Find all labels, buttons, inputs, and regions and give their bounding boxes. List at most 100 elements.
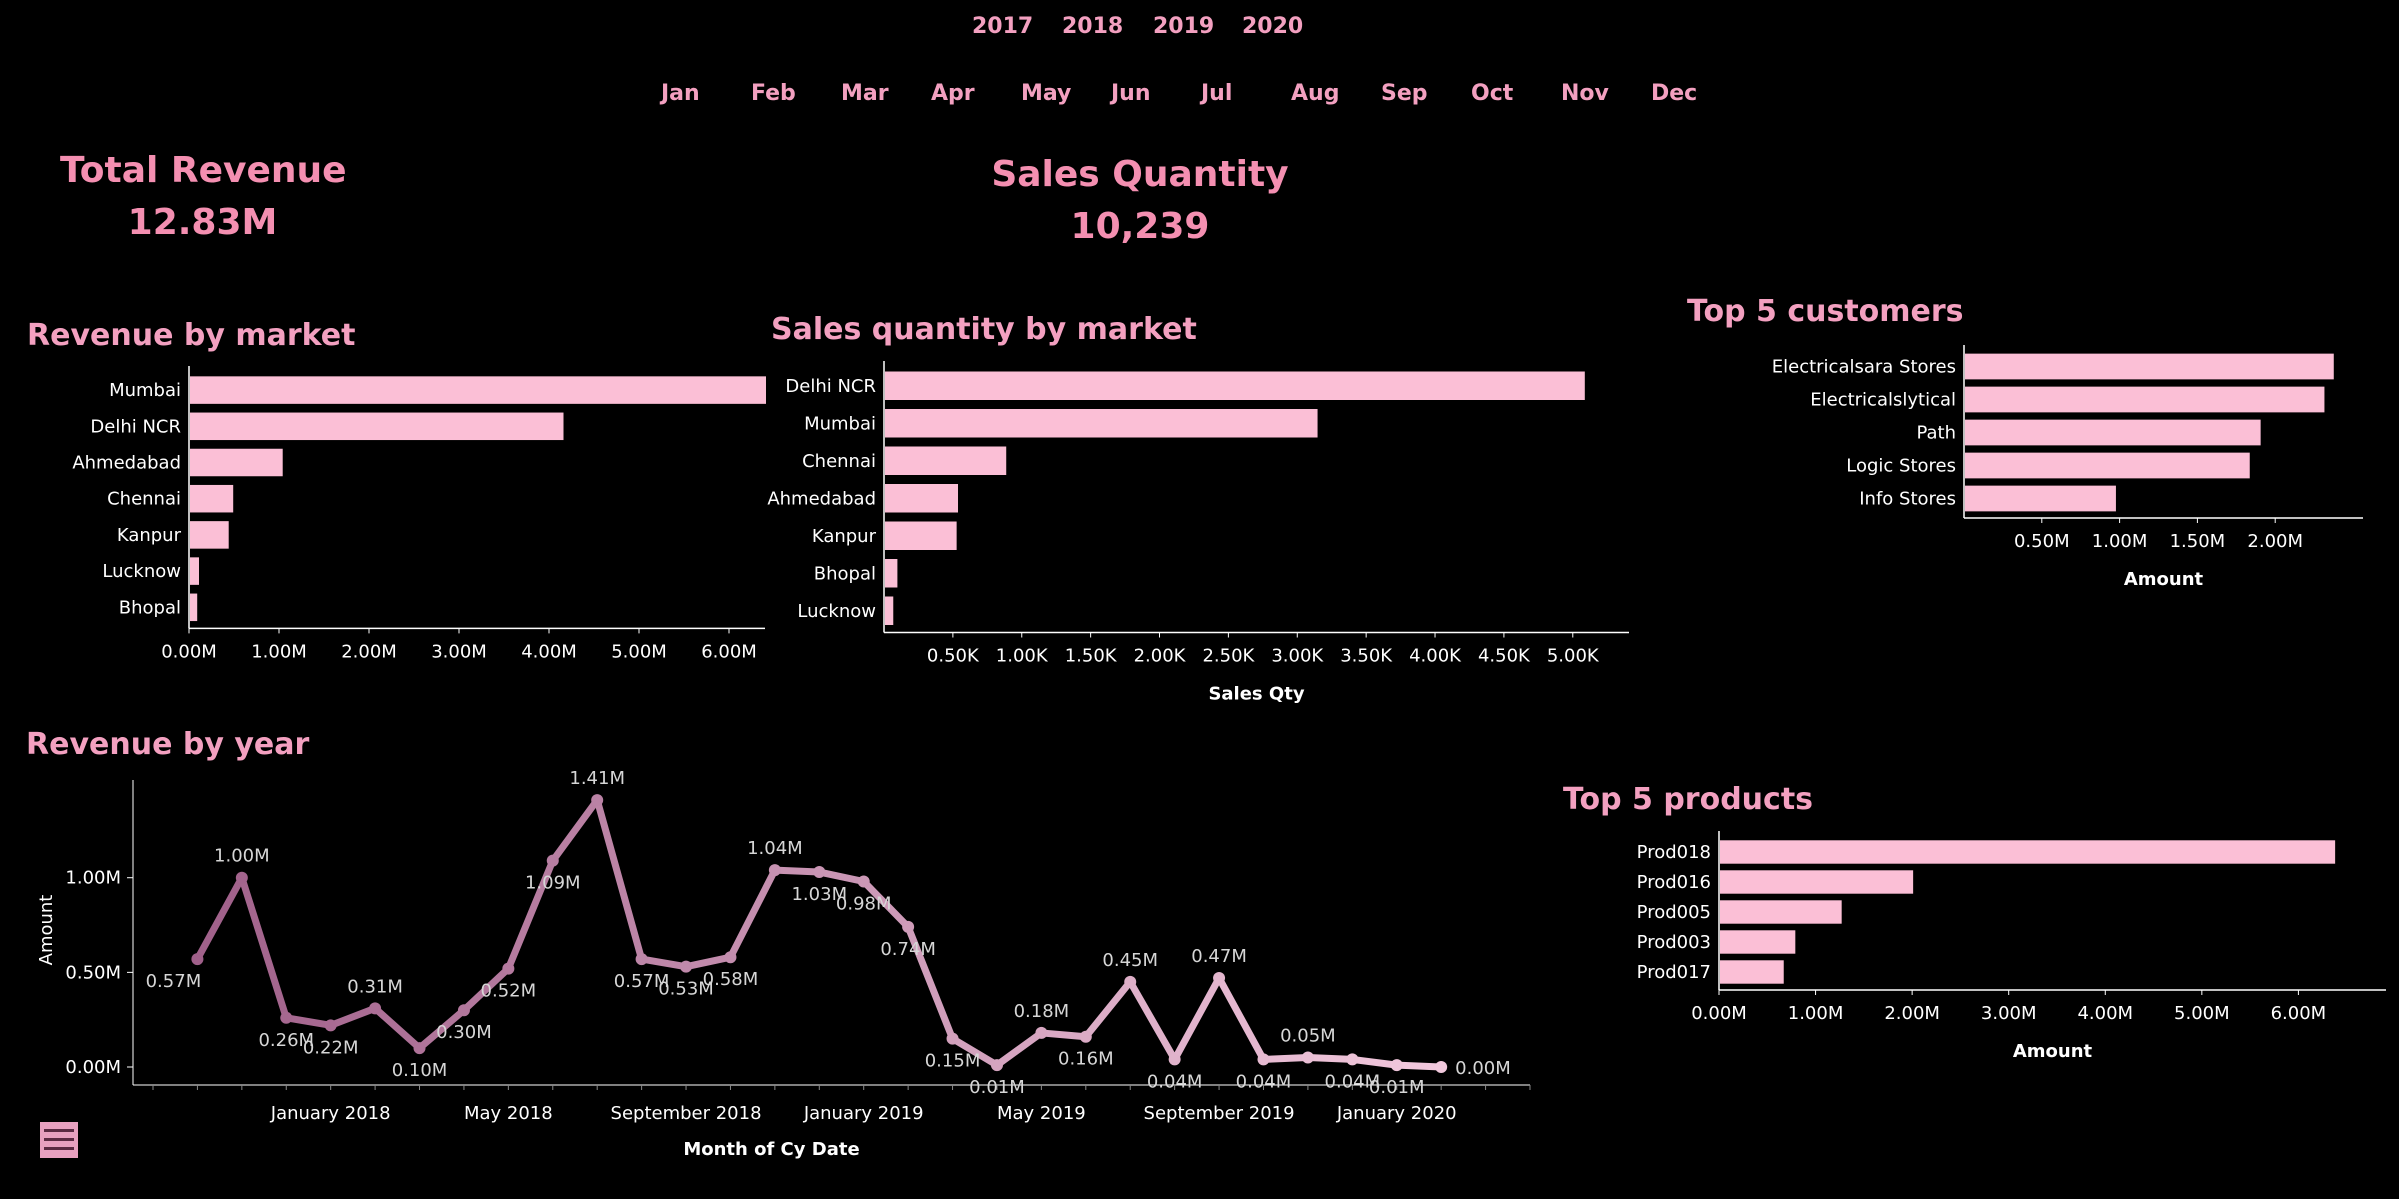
year-filter-2020[interactable]: 2020 [1242,14,1304,39]
data-point[interactable] [502,962,515,975]
bar[interactable] [1965,353,2334,380]
bar[interactable] [1965,452,2250,479]
month-filter-apr[interactable]: Apr [931,81,975,106]
data-point[interactable] [1301,1051,1314,1064]
bar[interactable] [885,484,959,513]
data-point[interactable] [369,1002,382,1015]
data-point[interactable] [1079,1030,1092,1043]
series-line-segment [371,1004,424,1052]
data-point[interactable] [191,953,204,966]
data-point[interactable] [1257,1053,1270,1066]
data-point[interactable] [990,1059,1003,1072]
bar[interactable] [1720,930,1796,954]
month-filter-feb[interactable]: Feb [751,81,796,106]
data-point[interactable] [902,920,915,933]
data-point[interactable] [724,951,737,964]
data-point[interactable] [1168,1053,1181,1066]
data-label: 0.01M [1369,1077,1425,1098]
data-point[interactable] [946,1032,959,1045]
data-point[interactable] [235,871,248,884]
bar[interactable] [1965,419,2261,446]
data-point[interactable] [546,854,559,867]
data-point[interactable] [635,953,648,966]
bar[interactable] [885,409,1318,438]
month-filter-nov[interactable]: Nov [1561,81,1609,106]
category-label: Prod017 [1637,962,1711,983]
month-filter-jun[interactable]: Jun [1111,81,1151,106]
data-point[interactable] [680,960,693,973]
bar[interactable] [1965,485,2116,512]
series-line-segment [416,1006,468,1052]
data-point[interactable] [1390,1059,1403,1072]
series-line-segment [904,923,957,1043]
month-filter-mar[interactable]: Mar [841,81,889,106]
data-label: 0.47M [1191,946,1247,967]
month-filter-may[interactable]: May [1021,81,1072,106]
data-point[interactable] [1213,972,1226,985]
x-tick-label: 2.00M [1884,1003,1940,1024]
bar[interactable] [885,446,1007,476]
bar[interactable] [885,559,898,588]
data-label: 0.52M [481,981,537,1002]
data-point[interactable] [768,864,781,877]
x-tick-label: 6.00M [701,641,757,662]
top-customers-title: Top 5 customers [1687,294,1964,329]
year-filter-2019[interactable]: 2019 [1153,14,1215,39]
series-line-segment [771,866,823,876]
data-point[interactable] [813,866,826,879]
bar[interactable] [1965,386,2325,413]
data-point[interactable] [591,794,604,807]
data-label: 0.00M [1455,1058,1511,1079]
bar[interactable] [190,412,564,441]
data-point[interactable] [457,1004,470,1017]
sales-qty-by-market-chart: Delhi NCR Mumbai Chennai Ahmedabad Kanpur Bho… [767,361,1629,705]
data-point[interactable] [324,1019,337,1032]
bar[interactable] [885,596,894,626]
data-point[interactable] [1435,1061,1448,1073]
revenue-by-year-title: Revenue by year [26,727,310,762]
month-filter-jan[interactable]: Jan [661,81,700,106]
data-label: 0.58M [703,969,759,990]
data-point[interactable] [857,875,870,888]
data-point[interactable] [1346,1053,1359,1066]
bar[interactable] [885,521,957,551]
month-filter-aug[interactable]: Aug [1291,81,1340,106]
data-label: 0.57M [614,971,670,992]
bar[interactable] [190,448,283,477]
bar[interactable] [190,376,766,404]
month-filter-dec[interactable]: Dec [1651,81,1698,106]
data-label: 0.04M [1236,1071,1292,1092]
data-point[interactable] [413,1042,426,1055]
x-tick-label: 5.00M [2174,1003,2230,1024]
bar[interactable] [190,484,234,513]
bar[interactable] [1720,870,1914,894]
data-label: 0.04M [1147,1071,1203,1092]
bar[interactable] [1720,900,1842,924]
bar[interactable] [190,557,199,585]
y-axis-title: Amount [36,895,57,966]
month-filter-oct[interactable]: Oct [1471,81,1514,106]
bar[interactable] [1720,840,2336,864]
top-products-title: Top 5 products [1563,782,1814,817]
year-filter-2017[interactable]: 2017 [972,14,1034,39]
bar[interactable] [885,371,1585,401]
category-label: Delhi NCR [90,416,181,437]
x-tick-label: 4.00M [521,641,577,662]
category-label: Prod005 [1637,902,1711,923]
series-line-segment [1393,1061,1445,1071]
top-products-chart: Prod018 Prod016 Prod005 Prod003 Prod017 0.00M… [1637,831,2386,1062]
data-point[interactable] [1124,975,1137,988]
menu-icon[interactable] [40,1122,78,1158]
series-line-segment [282,1014,335,1029]
bar[interactable] [190,521,229,549]
bar[interactable] [190,593,198,622]
series-line-segment [593,796,646,963]
sales-quantity-label: Sales Quantity [991,154,1289,195]
month-filter-jul[interactable]: Jul [1201,81,1233,106]
year-filter-2018[interactable]: 2018 [1062,14,1124,39]
data-point[interactable] [1035,1026,1048,1039]
month-filter-sep[interactable]: Sep [1381,81,1428,106]
data-point[interactable] [280,1011,293,1024]
x-tick-label: 3.00M [431,641,487,662]
bar[interactable] [1720,960,1784,984]
